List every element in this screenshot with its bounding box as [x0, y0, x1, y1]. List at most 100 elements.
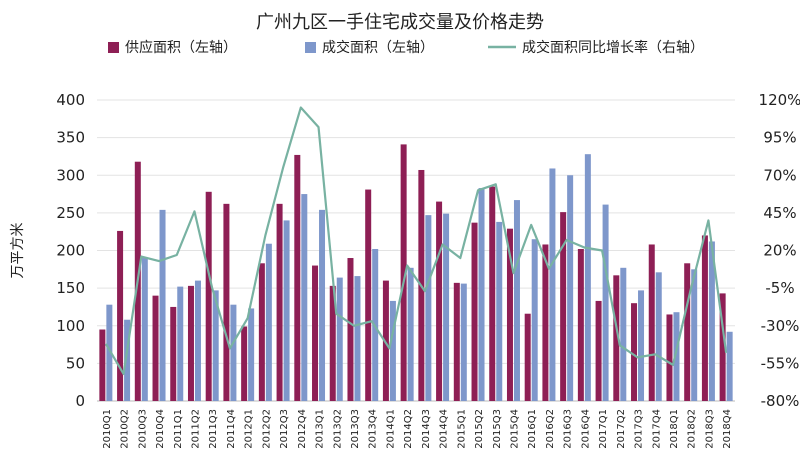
legend-label-growth: 成交面积同比增长率（右轴） [522, 39, 704, 56]
bar-transaction [106, 304, 113, 401]
x-tick-label: 2012Q3 [279, 409, 290, 449]
x-tick-label: 2018Q1 [669, 409, 680, 449]
x-tick-label: 2017Q1 [598, 409, 609, 449]
x-tick-label: 2011Q3 [208, 409, 219, 449]
bar-transaction [638, 290, 645, 401]
bar-transaction [691, 269, 698, 401]
x-tick-label: 2016Q2 [545, 409, 556, 449]
bar-supply [577, 248, 584, 401]
bar-supply [347, 258, 354, 401]
bar-supply [223, 203, 230, 401]
bar-supply [613, 275, 620, 401]
bar-transaction [389, 300, 396, 401]
chart-title: 广州九区一手住宅成交量及价格走势 [256, 12, 544, 33]
bar-transaction [283, 220, 290, 401]
bar-supply [489, 186, 496, 401]
y2-tick-label: 70% [763, 166, 796, 184]
bar-transaction [212, 290, 219, 401]
bar-supply [453, 282, 460, 401]
y2-tick-label: -5% [765, 279, 794, 297]
bar-transaction [673, 312, 680, 401]
y2-tick-label: -55% [761, 354, 800, 372]
bar-supply [117, 230, 124, 401]
y-tick-label: 300 [56, 166, 85, 184]
bar-transaction [708, 241, 715, 401]
bar-transaction [354, 276, 361, 401]
x-tick-label: 2014Q3 [421, 409, 432, 449]
x-tick-label: 2018Q2 [687, 409, 698, 449]
bar-supply [666, 314, 673, 401]
y-tick-label: 250 [56, 204, 85, 222]
x-tick-label: 2015Q4 [509, 409, 520, 449]
growth-rate-line [104, 106, 728, 376]
bar-supply [542, 244, 549, 401]
bar-transaction [265, 243, 272, 401]
legend-swatch-transaction [305, 42, 316, 53]
y-axis-label: 万平方米 [10, 223, 26, 279]
legend-swatch-supply [108, 42, 119, 53]
x-tick-label: 2016Q4 [580, 409, 591, 449]
y-tick-label: 400 [56, 91, 85, 109]
x-tick-label: 2011Q1 [173, 409, 184, 449]
y2-tick-label: -30% [761, 317, 800, 335]
bar-transaction [425, 215, 432, 401]
bar-supply [205, 191, 212, 401]
x-tick-label: 2013Q2 [332, 409, 343, 449]
y2-tick-label: -80% [761, 392, 800, 410]
bar-transaction [177, 286, 184, 401]
x-tick-label: 2013Q4 [368, 409, 379, 449]
bar-transaction [584, 154, 591, 401]
y2-tick-label: 120% [759, 91, 800, 109]
x-tick-label: 2014Q4 [439, 409, 450, 449]
bar-transaction [531, 239, 538, 401]
x-tick-label: 2014Q2 [403, 409, 414, 449]
x-tick-label: 2016Q3 [563, 409, 574, 449]
y-tick-label: 350 [56, 129, 85, 147]
y2-tick-label: 20% [763, 242, 796, 260]
y-tick-label: 150 [56, 279, 85, 297]
x-tick-label: 2015Q3 [492, 409, 503, 449]
bar-supply [276, 203, 283, 401]
y2-tick-label: 45% [763, 204, 796, 222]
bar-transaction [230, 304, 237, 401]
x-tick-label: 2011Q4 [226, 409, 237, 449]
bar-supply [241, 326, 248, 401]
bar-supply [560, 212, 567, 401]
x-tick-label: 2013Q1 [315, 409, 326, 449]
legend-label-transaction: 成交面积（左轴） [322, 39, 434, 56]
x-tick-label: 2012Q4 [297, 409, 308, 449]
x-tick-label: 2018Q4 [722, 409, 733, 449]
bar-transaction [194, 280, 201, 401]
bar-transaction [620, 267, 627, 401]
x-tick-label: 2012Q2 [261, 409, 272, 449]
bar-supply [506, 228, 513, 401]
x-tick-label: 2018Q3 [704, 409, 715, 449]
bar-transaction [319, 209, 326, 401]
x-tick-label: 2012Q1 [244, 409, 255, 449]
bar-supply [471, 222, 478, 401]
bar-supply [701, 235, 708, 401]
bar-supply [648, 244, 655, 401]
x-tick-label: 2015Q2 [474, 409, 485, 449]
x-tick-label: 2015Q1 [456, 409, 467, 449]
bar-supply [684, 263, 691, 401]
bar-transaction [513, 200, 520, 401]
x-tick-label: 2010Q4 [155, 409, 166, 449]
bar-supply [99, 329, 106, 401]
bar-supply [294, 154, 301, 401]
bar-transaction [549, 168, 556, 401]
y-tick-label: 200 [56, 242, 85, 260]
bar-supply [631, 303, 638, 401]
bar-transaction [478, 188, 485, 401]
bar-supply [365, 189, 372, 401]
legend-label-supply: 供应面积（左轴） [125, 39, 237, 56]
bar-transaction [443, 213, 450, 401]
bar-supply [719, 293, 726, 401]
bar-supply [258, 263, 265, 401]
x-tick-label: 2013Q3 [350, 409, 361, 449]
bar-transaction [567, 175, 574, 401]
bar-transaction [301, 194, 308, 401]
x-tick-label: 2010Q3 [137, 409, 148, 449]
x-tick-label: 2017Q3 [634, 409, 645, 449]
